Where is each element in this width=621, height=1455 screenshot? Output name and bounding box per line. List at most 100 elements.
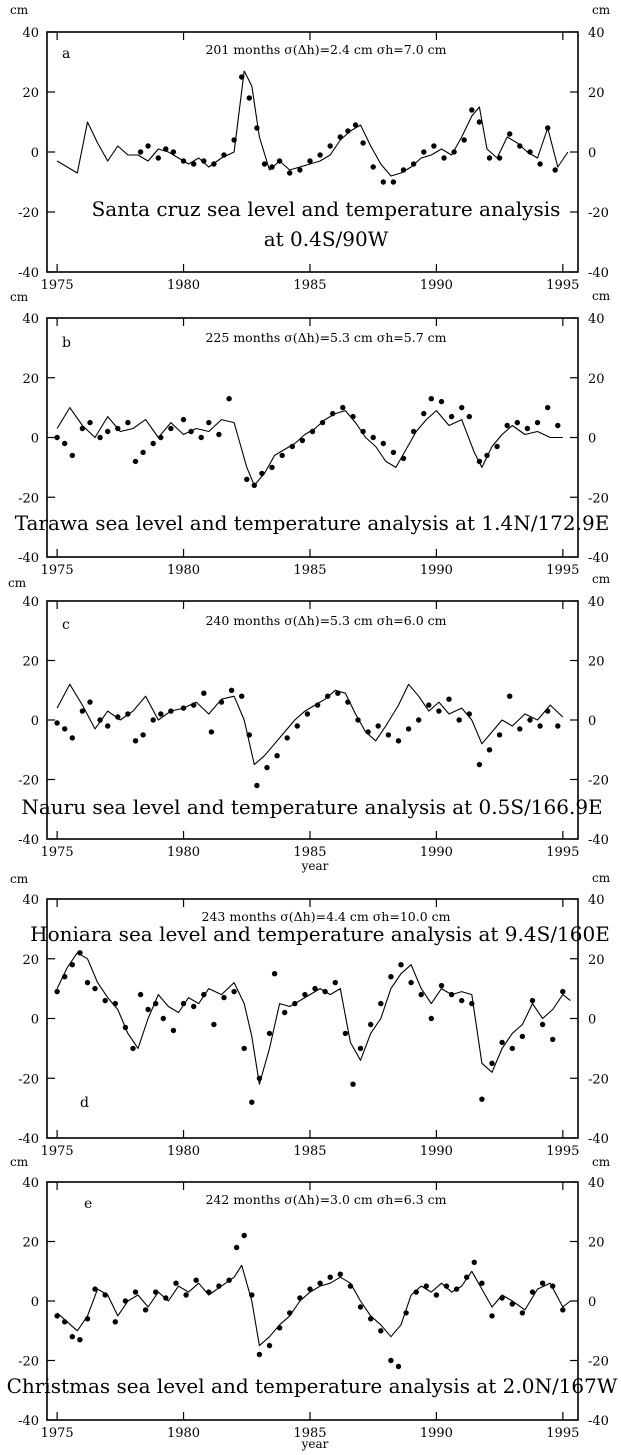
data-point [426, 702, 432, 708]
data-point [168, 708, 174, 714]
x-tick-label: 1990 [420, 278, 453, 293]
data-point [158, 711, 164, 717]
data-point [507, 693, 513, 699]
y-tick-label-right: 20 [588, 1236, 605, 1251]
observed-series-dots [54, 687, 561, 789]
data-point [309, 428, 316, 435]
y-tick-label-right: 0 [588, 1295, 596, 1310]
data-point [335, 690, 341, 696]
y-tick-label-right: -40 [588, 833, 609, 848]
data-point [509, 1045, 515, 1052]
data-point [529, 997, 536, 1004]
data-point [337, 1271, 343, 1277]
observed-series-dots [137, 74, 558, 185]
data-point [395, 1363, 402, 1370]
y-tick-label-right: 40 [588, 893, 605, 908]
data-point [486, 155, 493, 161]
data-point [304, 711, 311, 717]
y-tick-label-left: 0 [31, 1013, 39, 1028]
data-point [317, 152, 323, 158]
station-label: Santa cruz sea level and temperature ana… [92, 197, 561, 221]
data-point [112, 1000, 119, 1007]
data-point [241, 1232, 247, 1239]
data-point [312, 985, 318, 992]
model-series-line [56, 952, 571, 1085]
panel-letter: e [84, 1196, 92, 1212]
data-point [150, 440, 156, 447]
x-axis-label: year [301, 859, 329, 873]
y-tick-label-left: 20 [22, 86, 39, 101]
data-point [527, 149, 533, 155]
data-point [92, 985, 98, 992]
data-point [292, 1000, 298, 1007]
y-tick-label-left: 20 [22, 1236, 39, 1251]
y-tick-label-left: 0 [31, 1295, 39, 1310]
data-point [201, 991, 207, 998]
data-point [180, 705, 187, 711]
panel-letter: a [62, 46, 70, 62]
data-point [514, 419, 520, 426]
data-point [433, 1292, 440, 1298]
x-tick-label: 1985 [293, 1144, 326, 1159]
data-point [201, 158, 207, 164]
y-tick-label-left: 40 [22, 312, 39, 327]
data-point [228, 687, 235, 693]
data-point [537, 161, 543, 167]
y-unit-label-left: cm [10, 1155, 29, 1169]
data-point [105, 428, 111, 435]
data-point [259, 470, 265, 477]
data-point [299, 437, 306, 444]
data-point [466, 413, 472, 420]
data-point [466, 711, 472, 717]
x-axis-label: year [301, 1437, 329, 1451]
data-point [317, 1280, 323, 1286]
data-point [269, 164, 275, 170]
data-point [476, 761, 483, 768]
data-point [271, 971, 278, 977]
data-point [216, 1283, 222, 1289]
data-point [163, 146, 169, 152]
data-point [388, 1357, 394, 1364]
y-tick-label-left: 0 [31, 146, 39, 161]
data-point [145, 143, 151, 149]
data-point [155, 155, 161, 161]
data-point [545, 125, 551, 131]
data-point [476, 458, 483, 465]
data-point [431, 143, 437, 149]
data-point [180, 416, 187, 423]
data-point [211, 161, 217, 167]
x-tick-label: 1990 [420, 1144, 453, 1159]
data-point [499, 1295, 505, 1301]
panel-letter: b [62, 335, 71, 351]
data-point [170, 149, 177, 155]
data-point [77, 1337, 83, 1343]
y-tick-label-right: 40 [588, 26, 605, 41]
data-point [102, 1292, 108, 1298]
data-point [345, 699, 351, 705]
data-point [448, 413, 455, 420]
data-point [231, 988, 237, 995]
data-point [519, 1310, 526, 1316]
data-point [413, 1289, 419, 1295]
data-point [132, 1289, 139, 1295]
data-point [54, 720, 60, 726]
data-point [261, 161, 268, 167]
data-point [476, 119, 483, 125]
data-point [469, 107, 475, 113]
data-point [307, 158, 313, 164]
data-point [102, 997, 108, 1004]
data-point [79, 425, 86, 432]
data-point [423, 1283, 429, 1289]
station-label: Christmas sea level and temperature anal… [7, 1374, 618, 1398]
data-point [97, 434, 103, 441]
data-point [436, 708, 442, 714]
data-point [115, 425, 121, 432]
data-point [496, 155, 503, 161]
data-point [191, 702, 197, 708]
y-tick-label-right: -40 [588, 266, 609, 281]
y-tick-label-right: -20 [588, 1355, 609, 1370]
data-point [130, 1045, 136, 1052]
data-point [537, 723, 543, 729]
data-point [54, 1313, 60, 1319]
